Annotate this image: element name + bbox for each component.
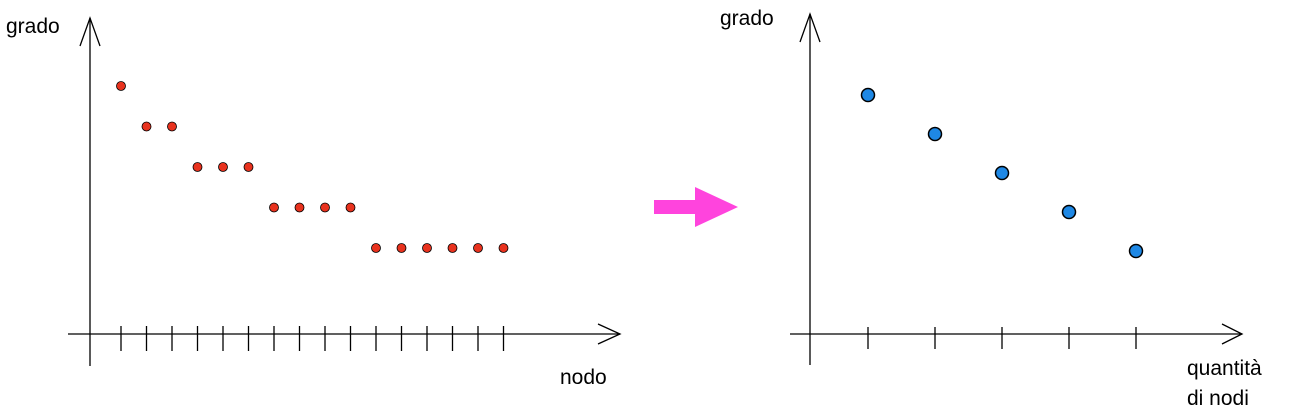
right-data-point	[927, 126, 943, 142]
left-data-point	[498, 243, 509, 253]
chart-left: grado nodo	[6, 15, 622, 389]
right-points	[860, 87, 1144, 259]
left-data-point	[473, 243, 483, 253]
right-y-axis-arrowhead	[799, 12, 821, 43]
left-data-point	[116, 81, 126, 91]
left-y-axis-label: grado	[6, 15, 60, 38]
right-data-point	[1061, 204, 1077, 220]
right-y-axis-label: grado	[720, 7, 774, 30]
left-data-point	[447, 243, 458, 253]
left-data-point	[320, 202, 330, 213]
right-data-point	[1128, 243, 1144, 259]
left-ticks	[120, 326, 505, 351]
left-data-point	[396, 243, 407, 253]
right-x-axis-arrowhead	[1221, 323, 1244, 345]
left-x-axis-label: nodo	[560, 366, 607, 389]
left-data-point	[141, 121, 152, 132]
left-data-point	[371, 243, 381, 253]
right-ticks	[867, 327, 1137, 349]
left-data-point	[269, 202, 279, 213]
left-x-axis-arrowhead	[597, 323, 622, 345]
left-data-point	[243, 162, 254, 172]
left-y-axis-arrowhead	[79, 16, 101, 47]
right-arrow-icon	[654, 187, 738, 227]
right-x-axis-label-line2: di nodi	[1187, 387, 1249, 410]
right-data-point	[860, 87, 876, 103]
chart-right: grado quantità di nodi	[720, 7, 1262, 410]
right-data-point	[994, 165, 1010, 181]
right-x-axis-label-line1: quantità	[1187, 357, 1262, 380]
left-data-point	[422, 243, 432, 253]
left-data-point	[294, 202, 305, 213]
left-data-point	[192, 162, 203, 172]
left-data-point	[167, 121, 177, 132]
left-points	[116, 81, 509, 253]
left-data-point	[218, 162, 228, 172]
left-data-point	[345, 202, 356, 213]
